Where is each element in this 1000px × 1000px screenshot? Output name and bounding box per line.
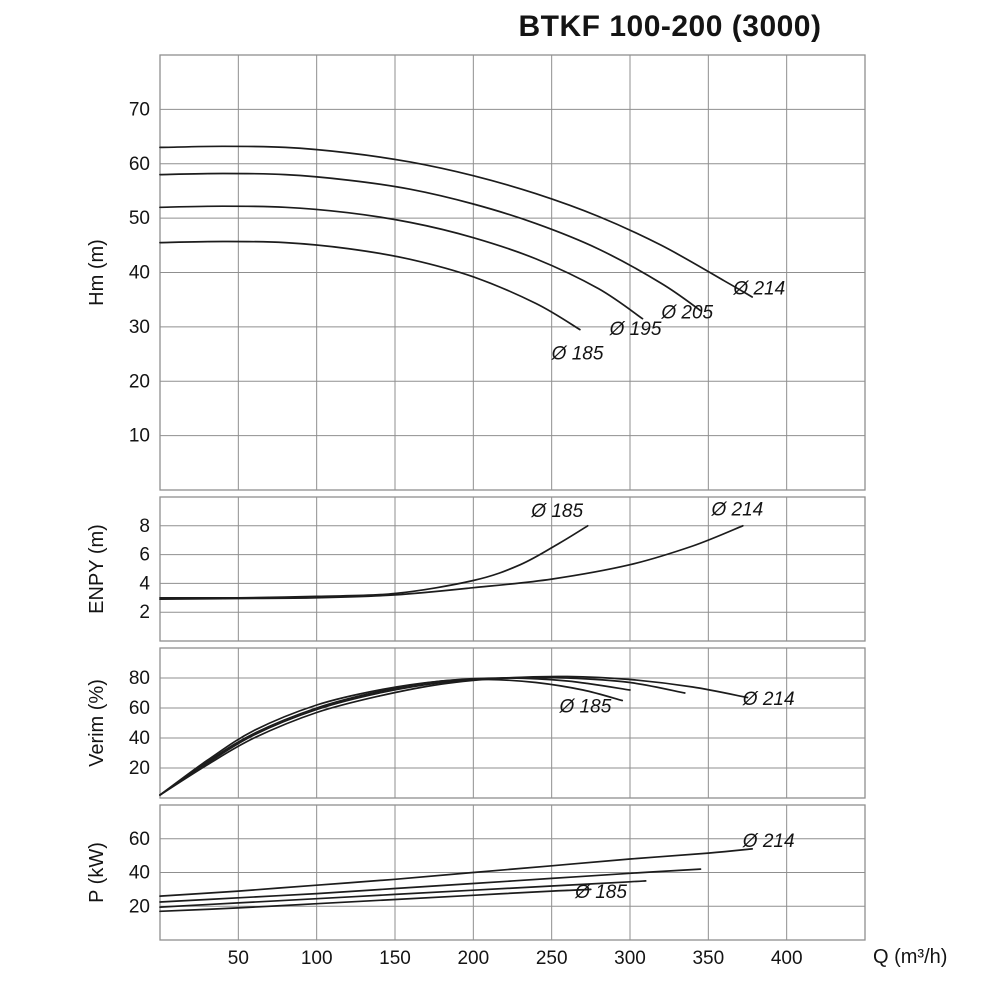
curve-label: Ø 195 xyxy=(609,319,662,340)
x-tick-label: 250 xyxy=(536,948,568,969)
x-tick-label: 50 xyxy=(228,948,249,969)
curve-label: Ø 185 xyxy=(574,882,627,903)
x-tick-label: 300 xyxy=(614,948,646,969)
y-tick-label: 60 xyxy=(129,154,150,175)
panel-p: 20 40 60 P (kW) Ø 214 Ø 185 xyxy=(86,804,866,941)
curve-Ø205 xyxy=(159,676,686,796)
curve-label: Ø 185 xyxy=(530,501,583,522)
chart-title: BTKF 100-200 (3000) xyxy=(519,10,822,43)
panel-enpy: 2 4 6 8 ENPY (m) Ø 185 Ø 214 xyxy=(86,496,866,642)
y-axis-label: ENPY (m) xyxy=(86,524,108,614)
y-tick-label: 60 xyxy=(129,698,150,719)
y-tick-label: 30 xyxy=(129,317,150,338)
curve-Ø214 xyxy=(159,675,749,796)
y-tick-label: 80 xyxy=(129,668,150,689)
panel-verim: 20 40 60 80 Verim (%) Ø 185 Ø 214 xyxy=(86,647,866,799)
curve-label: Ø 205 xyxy=(660,303,713,324)
y-axis-label: Hm (m) xyxy=(86,239,108,306)
curve-Ø185 xyxy=(159,678,624,796)
panel-frame xyxy=(159,496,866,642)
curve-Ø185 xyxy=(159,888,592,913)
curve-label: Ø 214 xyxy=(710,500,763,521)
curve-label: Ø 214 xyxy=(732,278,785,299)
y-tick-label: 70 xyxy=(129,99,150,120)
x-tick-label: 350 xyxy=(692,948,724,969)
curve-Ø214 xyxy=(159,524,744,601)
curve-Ø195 xyxy=(159,205,644,320)
panel-frame xyxy=(159,647,866,799)
x-tick-label: 150 xyxy=(379,948,411,969)
curve-Ø214 xyxy=(159,848,754,897)
y-tick-label: 60 xyxy=(129,829,150,850)
y-axis-label: Verim (%) xyxy=(86,679,108,767)
panel-frame xyxy=(159,804,866,941)
y-tick-label: 20 xyxy=(129,758,150,779)
y-tick-label: 40 xyxy=(129,728,150,749)
x-tick-label: 400 xyxy=(771,948,803,969)
y-tick-label: 10 xyxy=(129,426,150,447)
curve-Ø195 xyxy=(159,677,631,796)
curve-label: Ø 214 xyxy=(742,689,795,710)
curve-Ø205 xyxy=(159,172,702,312)
y-tick-label: 50 xyxy=(129,208,150,229)
y-tick-label: 8 xyxy=(139,516,150,537)
curve-Ø214 xyxy=(159,145,754,298)
curve-label: Ø 185 xyxy=(551,344,604,365)
x-tick-label: 100 xyxy=(301,948,333,969)
y-tick-label: 40 xyxy=(129,863,150,884)
y-tick-label: 4 xyxy=(139,573,150,594)
y-tick-label: 20 xyxy=(129,896,150,917)
curve-label: Ø 214 xyxy=(742,831,795,852)
x-axis-label: Q (m³/h) xyxy=(873,946,947,968)
y-tick-label: 6 xyxy=(139,545,150,566)
y-axis-label: P (kW) xyxy=(86,842,108,903)
y-tick-label: 2 xyxy=(139,602,150,623)
panel-frame xyxy=(159,54,866,491)
curve-Ø195 xyxy=(159,880,647,908)
curve-label: Ø 185 xyxy=(559,697,612,718)
y-tick-label: 20 xyxy=(129,371,150,392)
curve-Ø205 xyxy=(159,868,702,903)
y-tick-label: 40 xyxy=(129,263,150,284)
curve-Ø185 xyxy=(159,240,581,331)
curve-Ø185 xyxy=(159,524,589,599)
x-tick-label: 200 xyxy=(457,948,489,969)
